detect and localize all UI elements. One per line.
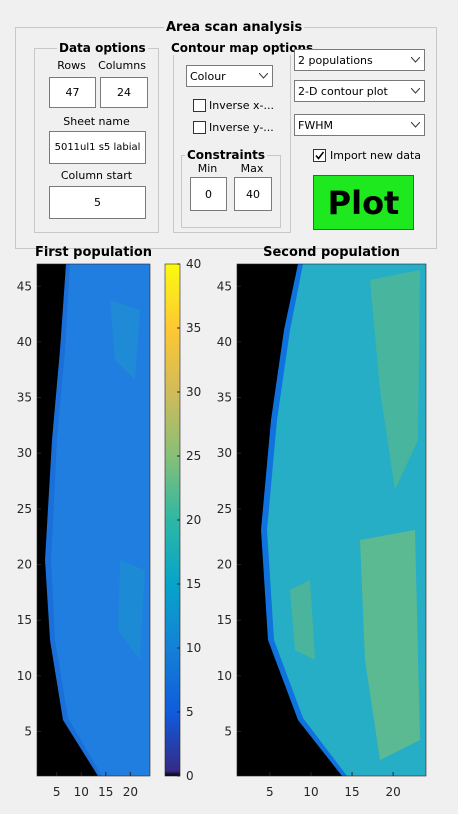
plot-title: Second population [263,245,400,260]
checkbox-label: Import new data [330,149,422,162]
columns-input[interactable]: 24 [100,77,148,108]
dropdown-text: 2-D contour plot [298,84,388,98]
x-tick-label: 20 [123,785,138,799]
y-tick-label: 0 [186,769,194,783]
dropdown-arrow [411,57,420,63]
x-tick-label: 10 [74,785,89,799]
dropdown-arrow [259,73,268,79]
colour-dropdown[interactable]: Colour [186,65,273,87]
x-tick-label: 20 [385,785,400,799]
y-tick-label: 5 [224,724,232,738]
import-checkbox[interactable] [313,149,326,162]
column-start-input[interactable]: 5 [49,186,146,219]
y-tick-label: 15 [186,577,201,591]
panel-title: Area scan analysis [164,20,305,35]
y-tick-label: 25 [186,449,201,463]
min-input[interactable]: 0 [190,177,227,211]
y-tick-label: 15 [217,613,232,627]
y-tick-label: 20 [186,513,201,527]
plot-title: First population [35,245,152,260]
y-tick-label: 5 [24,724,32,738]
check-mark [315,151,325,160]
group-title: Constraints [185,148,268,162]
group-title: Data options [57,41,148,55]
colorbar [165,264,180,776]
dropdown-text: 2 populations [298,53,373,67]
checkbox[interactable] [193,121,206,134]
y-tick-label: 20 [217,558,232,572]
axes-box [236,263,427,777]
y-tick-label: 25 [17,502,32,516]
plots: First population 5 10 15 20 25 30 35 40 45 5 10 15 20… [17,245,427,799]
y-tick-label: 45 [217,279,232,293]
dropdown-text: Colour [190,69,226,83]
checkbox[interactable] [193,99,206,112]
y-tick-label: 40 [17,335,32,349]
y-tick-label: 10 [186,641,201,655]
min-label: Min [197,162,218,175]
y-tick-label: 5 [186,705,194,719]
rows-label: Rows [57,59,86,72]
contour-fill [37,264,426,776]
sheet-name-label: Sheet name [63,115,130,128]
group-title: Contour map options [169,41,316,55]
measure-dropdown[interactable]: FWHM [294,114,425,136]
population-dropdown[interactable]: 2 populations [294,49,425,71]
rows-input[interactable]: 47 [49,77,96,108]
columns-label: Columns [98,59,146,72]
column-start-label: Column start [60,169,133,182]
y-tick-label: 35 [217,391,232,405]
y-tick-label: 40 [186,257,201,271]
checkbox-label: Inverse y-... [209,121,274,134]
plot-button[interactable]: Plot [313,175,414,230]
y-tick-label: 35 [17,391,32,405]
y-tick-label: 15 [17,613,32,627]
x-tick-label: 15 [344,785,359,799]
y-tick-label: 10 [17,669,32,683]
y-tick-label: 40 [217,335,232,349]
y-tick-label: 45 [17,279,32,293]
checkbox-label: Inverse x-... [209,99,274,112]
x-tick-label: 10 [303,785,318,799]
y-tick-label: 25 [217,502,232,516]
dropdown-arrow [411,88,420,94]
y-tick-label: 10 [217,669,232,683]
sheet-name-input[interactable]: 5011ul1 s5 labial [49,131,146,164]
max-label: Max [240,162,264,175]
axes-box [36,263,151,777]
x-tick-label: 5 [266,785,274,799]
max-input[interactable]: 40 [234,177,272,211]
y-tick-label: 20 [17,558,32,572]
dropdown-arrow [411,122,420,128]
y-tick-label: 30 [217,446,232,460]
plot-type-dropdown[interactable]: 2-D contour plot [294,80,425,102]
x-tick-label: 5 [53,785,61,799]
y-tick-label: 30 [17,446,32,460]
x-tick-label: 15 [98,785,113,799]
y-tick-label: 35 [186,321,201,335]
dropdown-text: FWHM [298,118,333,132]
y-tick-label: 30 [186,385,201,399]
